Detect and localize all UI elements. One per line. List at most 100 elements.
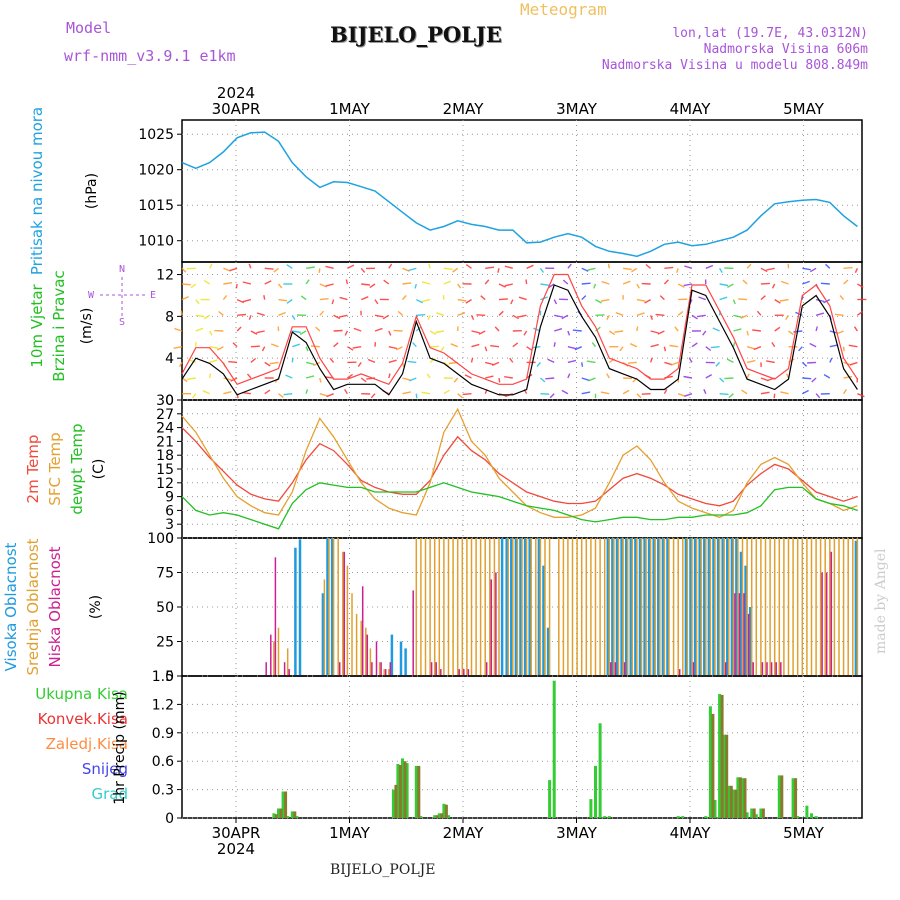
wind-arrow	[478, 330, 486, 335]
precip-bar	[442, 803, 446, 818]
pressure-axis-title: Pritisak na nivou mora	[28, 107, 46, 275]
compass-north: N	[119, 264, 125, 275]
wind-arrow	[248, 263, 252, 269]
wind-arrow	[649, 315, 654, 320]
wind-arrow	[383, 279, 390, 285]
x-tick-label-top: 1MAY	[329, 100, 371, 118]
wind-arrow	[595, 298, 602, 304]
wind-arrow	[360, 377, 367, 383]
wind-arrow	[273, 267, 279, 273]
x-tick-label-bottom: 1MAY	[329, 824, 371, 842]
wind-arrow	[823, 373, 831, 379]
wind-arrow	[498, 377, 501, 383]
wind-arrow	[719, 377, 725, 383]
wind-arrow	[641, 393, 651, 395]
wind-arrow	[561, 314, 569, 320]
wind-arrow	[300, 295, 307, 301]
precip-bar	[281, 791, 285, 818]
wind-arrow	[664, 361, 673, 366]
wind-arrow	[457, 393, 463, 399]
y-tick-label: 1.2	[152, 697, 174, 713]
wind-arrow	[442, 295, 445, 300]
wind-arrow	[567, 359, 577, 364]
wind-arrow	[223, 282, 233, 285]
wind-arrow	[270, 343, 279, 348]
precip-bar	[419, 816, 423, 818]
wind-arrow	[427, 315, 431, 320]
wind-axis-title-1: 10m Vjetar	[28, 283, 46, 367]
wind-arrow	[409, 377, 417, 382]
wind-arrow	[547, 358, 555, 364]
wind-arrow	[553, 299, 558, 305]
wind-arrow	[283, 393, 293, 396]
wind-arrow	[815, 326, 818, 332]
wind-arrow	[299, 330, 307, 336]
wind-arrow	[756, 310, 762, 316]
precip-legend-5: Grad	[91, 785, 128, 803]
wind-arrow	[426, 373, 431, 379]
temp-unit: (C)	[91, 459, 107, 480]
wind-arrow	[719, 283, 729, 287]
wind-arrow	[587, 267, 596, 271]
precip-bar	[754, 814, 758, 818]
wind-arrow	[261, 346, 266, 352]
wind-arrow	[746, 359, 756, 364]
wind-arrow	[567, 330, 571, 336]
wind-arrow	[422, 281, 431, 285]
wind-arrow	[192, 393, 197, 399]
precip-legend-3: Zaledj.Kisa	[46, 735, 128, 753]
wind-arrow	[504, 283, 513, 287]
wind-arrow	[429, 330, 437, 336]
y-tick-label: 0.3	[152, 783, 174, 799]
wind-arrow	[242, 298, 252, 303]
wind-arrow	[760, 267, 768, 273]
wind-arrow	[195, 299, 200, 305]
wind-arrow	[246, 373, 252, 379]
y-tick-label: 50	[156, 600, 174, 616]
wind-arrow	[208, 373, 212, 379]
precip-bar	[743, 778, 747, 818]
precip-bar	[295, 816, 299, 818]
wind-arrow	[760, 391, 770, 395]
wind-arrow	[801, 389, 809, 395]
y-tick-label: 0.9	[152, 726, 174, 742]
precip-bar	[447, 815, 450, 818]
wind-arrow	[607, 263, 610, 269]
meteogram-label: Meteogram	[520, 0, 607, 19]
wind-arrow	[457, 298, 467, 302]
wind-arrow	[663, 389, 668, 395]
wind-arrow	[771, 342, 776, 348]
wind-arrow	[367, 358, 376, 364]
wind-arrow	[218, 310, 224, 316]
wind-arrow	[347, 373, 353, 379]
wind-arrow	[476, 314, 486, 316]
y-tick-label: 18	[156, 448, 174, 464]
wind-arrow	[305, 361, 315, 365]
temp-axis-title-2: SFC Temp	[46, 432, 64, 505]
wind-speed-line	[181, 284, 858, 396]
y-tick-label: 12	[156, 476, 174, 492]
wind-arrow	[825, 263, 831, 269]
wind-arrow	[517, 314, 527, 318]
wind-arrow	[203, 314, 210, 320]
temp-line-2	[181, 407, 858, 519]
y-tick-label: 9	[165, 490, 174, 506]
wind-arrow	[719, 267, 723, 273]
temp-axis-title-1: 2m Temp	[24, 435, 42, 504]
wind-arrow	[504, 265, 513, 269]
wind-arrow	[412, 342, 417, 348]
wind-arrow	[683, 283, 693, 287]
wind-arrow	[305, 266, 315, 269]
wind-arrow	[480, 295, 486, 301]
y-tick-label: 0	[165, 669, 174, 685]
wind-arrow	[636, 298, 646, 302]
precip-bar	[676, 816, 680, 818]
wind-arrow	[636, 393, 642, 399]
wind-arrow	[811, 377, 817, 383]
wind-arrow	[691, 342, 698, 348]
wind-arrow	[450, 343, 458, 348]
wind-arrow	[606, 373, 610, 379]
wind-arrow	[235, 283, 238, 289]
precip-bar	[761, 808, 765, 818]
wind-arrow	[388, 373, 391, 379]
